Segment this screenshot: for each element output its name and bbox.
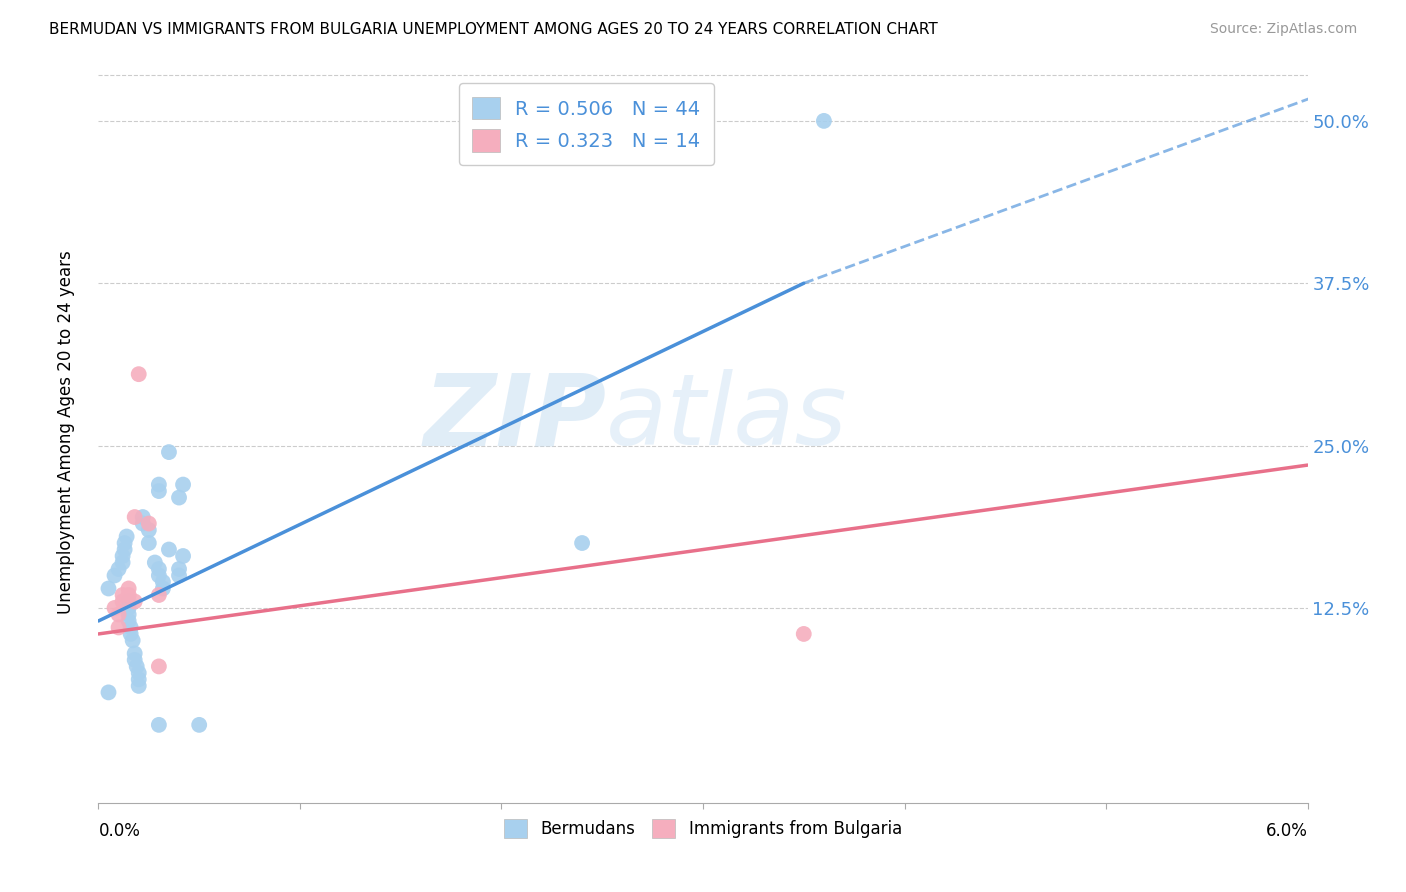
Point [148,659,170,673]
Point [97,582,120,596]
Point [121,633,143,648]
Point [148,562,170,576]
Point [148,568,170,582]
Point [107,607,129,622]
Point [148,484,170,499]
Point [138,536,160,550]
Point [143,556,166,570]
Point [188,718,211,732]
Point [793,627,815,641]
Point [118,594,141,608]
Text: 6.0%: 6.0% [1265,822,1308,840]
Point [124,653,146,667]
Point [118,582,141,596]
Point [148,718,170,732]
Point [103,568,125,582]
Point [111,594,134,608]
Point [132,516,155,531]
Point [103,601,125,615]
Point [118,607,141,622]
Point [111,588,134,602]
Point [114,536,136,550]
Point [118,601,141,615]
Point [111,556,134,570]
Text: 0.0%: 0.0% [98,822,141,840]
Text: atlas: atlas [606,369,848,467]
Point [118,614,141,628]
Point [107,620,129,634]
Point [118,588,141,602]
Point [132,510,155,524]
Point [172,549,194,563]
Point [128,665,150,680]
Text: ZIP: ZIP [423,369,606,467]
Point [128,673,150,687]
Point [107,562,129,576]
Y-axis label: Unemployment Among Ages 20 to 24 years: Unemployment Among Ages 20 to 24 years [56,251,75,615]
Point [120,620,142,634]
Point [172,477,194,491]
Point [97,685,120,699]
Point [157,445,180,459]
Point [167,562,190,576]
Point [125,659,148,673]
Point [111,549,134,563]
Point [152,582,174,596]
Point [138,516,160,531]
Point [571,536,593,550]
Text: BERMUDAN VS IMMIGRANTS FROM BULGARIA UNEMPLOYMENT AMONG AGES 20 TO 24 YEARS CORR: BERMUDAN VS IMMIGRANTS FROM BULGARIA UNE… [49,22,938,37]
Point [128,679,150,693]
Point [120,627,142,641]
Text: Source: ZipAtlas.com: Source: ZipAtlas.com [1209,22,1357,37]
Point [167,568,190,582]
Point [124,594,146,608]
Point [813,114,835,128]
Point [138,523,160,537]
Point [115,529,138,543]
Point [114,542,136,557]
Point [157,542,180,557]
Point [148,477,170,491]
Point [124,510,146,524]
Point [128,367,150,381]
Legend: Bermudans, Immigrants from Bulgaria: Bermudans, Immigrants from Bulgaria [492,807,914,850]
Point [124,647,146,661]
Point [152,574,174,589]
Point [148,588,170,602]
Point [167,491,190,505]
